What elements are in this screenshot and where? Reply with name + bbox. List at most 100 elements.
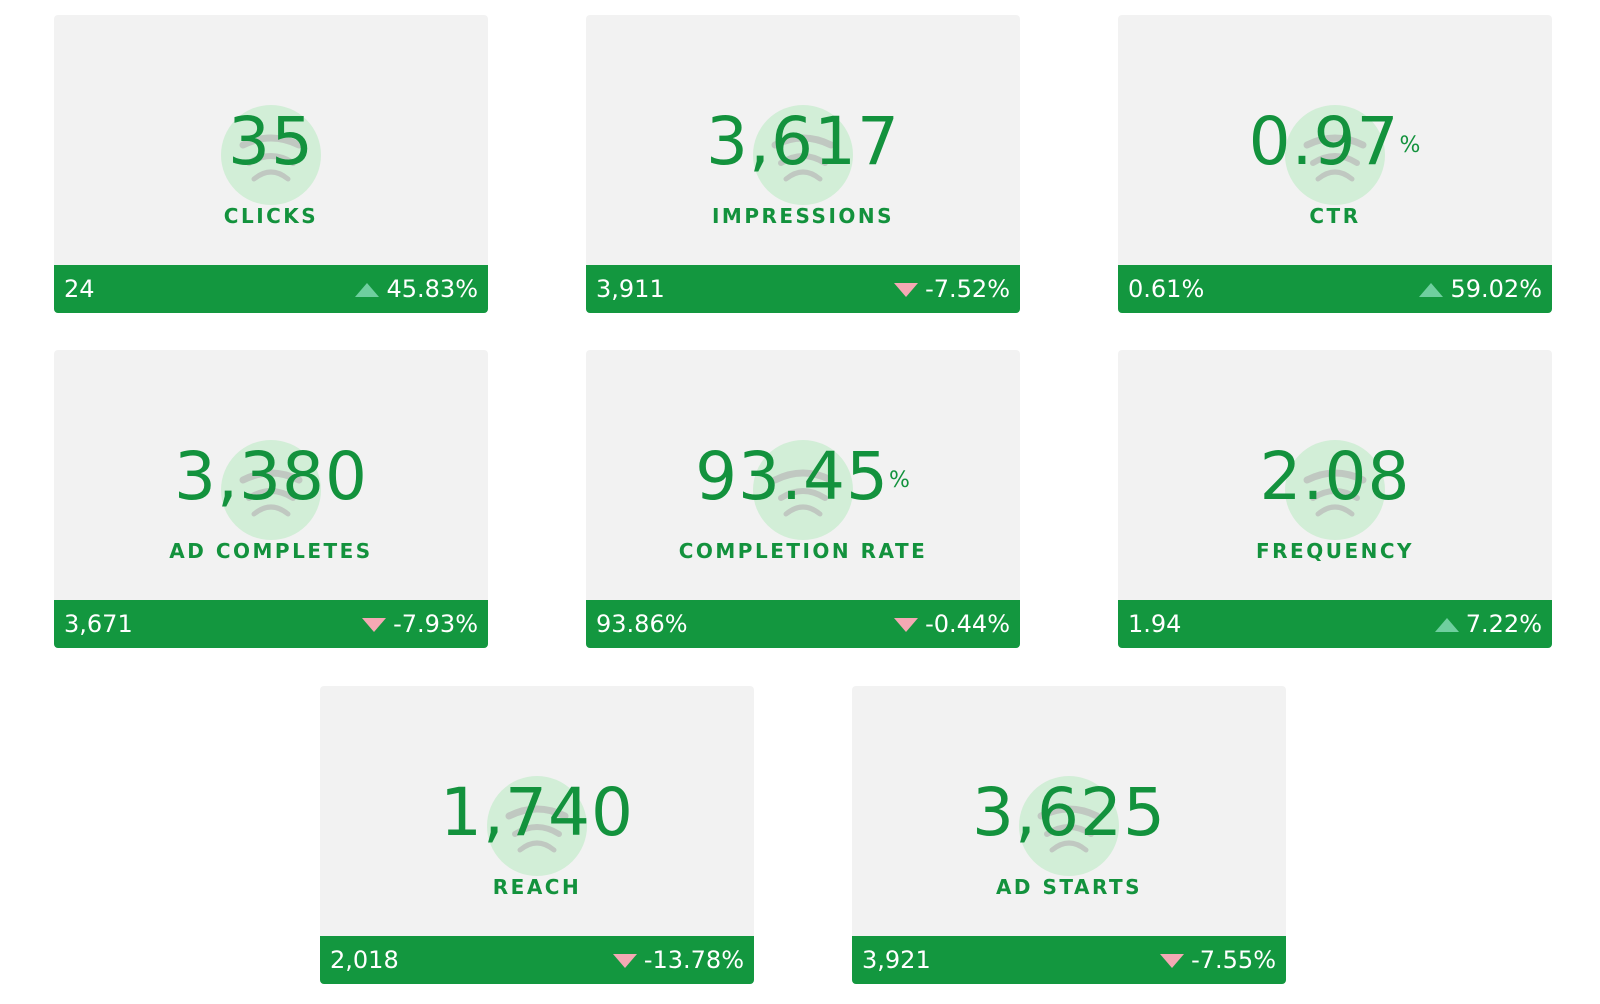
triangle xyxy=(894,618,918,632)
metric-card: 93.45% COMPLETION RATE 93.86% -0.44% xyxy=(586,350,1020,648)
triangle xyxy=(894,283,918,297)
watermark-logo xyxy=(221,440,321,540)
logo-arc xyxy=(1315,169,1355,182)
logo-arc xyxy=(1049,840,1089,853)
metric-card: 1,740 REACH 2,018 -13.78% xyxy=(320,686,754,984)
metric-value: 35 xyxy=(54,107,488,177)
metric-number: 1,740 xyxy=(440,774,634,851)
logo-arc xyxy=(778,153,828,166)
metric-number: 93.45 xyxy=(695,438,890,515)
logo-arc xyxy=(783,169,823,182)
comparison-bar: 24 45.83% xyxy=(54,265,488,313)
logo-arc xyxy=(1310,153,1360,166)
metric-label: CLICKS xyxy=(223,204,319,228)
metric-number: 2.08 xyxy=(1259,438,1411,515)
logo-arc xyxy=(1037,805,1101,820)
previous-value: 3,911 xyxy=(596,275,665,303)
metric-card: 3,625 AD STARTS 3,921 -7.55% xyxy=(852,686,1286,984)
trend-down-icon xyxy=(894,283,918,297)
trend-down-icon xyxy=(1160,954,1184,968)
logo-arc xyxy=(771,469,835,484)
change-percent: -13.78% xyxy=(643,946,744,974)
previous-value: 93.86% xyxy=(596,610,688,638)
metric-label: AD STARTS xyxy=(995,875,1143,899)
trend-down-icon xyxy=(362,618,386,632)
comparison-bar: 3,911 -7.52% xyxy=(586,265,1020,313)
comparison-bar: 93.86% -0.44% xyxy=(586,600,1020,648)
change-percent: -7.52% xyxy=(925,275,1010,303)
comparison-bar: 3,671 -7.93% xyxy=(54,600,488,648)
previous-value: 24 xyxy=(64,275,95,303)
change-percent: 59.02% xyxy=(1450,275,1542,303)
logo-arc xyxy=(778,488,828,501)
previous-value: 3,921 xyxy=(862,946,931,974)
trend-down-icon xyxy=(613,954,637,968)
logo-arc xyxy=(239,469,303,484)
comparison-bar: 0.61% 59.02% xyxy=(1118,265,1552,313)
metric-label: AD COMPLETES xyxy=(169,539,373,563)
metric-label: CTR xyxy=(1309,204,1361,228)
watermark-logo xyxy=(1019,776,1119,876)
triangle xyxy=(1435,618,1459,632)
watermark-logo xyxy=(487,776,587,876)
metric-card: 3,617 IMPRESSIONS 3,911 -7.52% xyxy=(586,15,1020,313)
previous-value: 0.61% xyxy=(1128,275,1205,303)
trend-down-icon xyxy=(894,618,918,632)
metric-value: 3,625 xyxy=(852,778,1286,848)
logo-arc xyxy=(246,153,296,166)
logo-arc xyxy=(1315,504,1355,517)
metric-value: 3,380 xyxy=(54,442,488,512)
logo-arc xyxy=(783,504,823,517)
logo-arc xyxy=(239,134,303,149)
metric-number: 3,617 xyxy=(706,103,900,180)
metric-label: IMPRESSIONS xyxy=(711,204,895,228)
logo-arc xyxy=(1310,488,1360,501)
trend-up-icon xyxy=(355,283,379,297)
change-percent: -7.55% xyxy=(1191,946,1276,974)
triangle xyxy=(362,618,386,632)
change-percent: 45.83% xyxy=(386,275,478,303)
logo-arc xyxy=(251,504,291,517)
metric-label: FREQUENCY xyxy=(1255,539,1415,563)
comparison-bar: 2,018 -13.78% xyxy=(320,936,754,984)
metric-card: 3,380 AD COMPLETES 3,671 -7.93% xyxy=(54,350,488,648)
triangle xyxy=(613,954,637,968)
metric-card: 2.08 FREQUENCY 1.94 7.22% xyxy=(1118,350,1552,648)
logo-arc xyxy=(512,824,562,837)
metric-label: COMPLETION RATE xyxy=(678,539,928,563)
metric-label: REACH xyxy=(492,875,582,899)
triangle xyxy=(1160,954,1184,968)
watermark-logo xyxy=(753,440,853,540)
logo-arc xyxy=(771,134,835,149)
metric-card: 35 CLICKS 24 45.83% xyxy=(54,15,488,313)
watermark-logo xyxy=(1285,440,1385,540)
trend-up-icon xyxy=(1419,283,1443,297)
change-percent: 7.22% xyxy=(1465,610,1542,638)
trend-up-icon xyxy=(1435,618,1459,632)
metric-value: 3,617 xyxy=(586,107,1020,177)
comparison-bar: 1.94 7.22% xyxy=(1118,600,1552,648)
metric-number: 3,380 xyxy=(174,438,368,515)
triangle xyxy=(355,283,379,297)
metric-value: 93.45% xyxy=(586,442,1020,512)
watermark-logo xyxy=(221,105,321,205)
logo-arc xyxy=(505,805,569,820)
metric-number: 35 xyxy=(228,103,314,180)
metric-number: 0.97 xyxy=(1248,103,1400,180)
metric-number: 3,625 xyxy=(972,774,1166,851)
change-percent: -0.44% xyxy=(925,610,1010,638)
logo-arc xyxy=(246,488,296,501)
change-percent: -7.93% xyxy=(393,610,478,638)
metric-value: 1,740 xyxy=(320,778,754,848)
logo-arc xyxy=(1303,134,1367,149)
previous-value: 3,671 xyxy=(64,610,133,638)
metric-suffix: % xyxy=(889,468,911,493)
previous-value: 1.94 xyxy=(1128,610,1182,638)
watermark-logo xyxy=(1285,105,1385,205)
triangle xyxy=(1419,283,1443,297)
logo-arc xyxy=(1044,824,1094,837)
logo-arc xyxy=(517,840,557,853)
logo-arc xyxy=(251,169,291,182)
watermark-logo xyxy=(753,105,853,205)
